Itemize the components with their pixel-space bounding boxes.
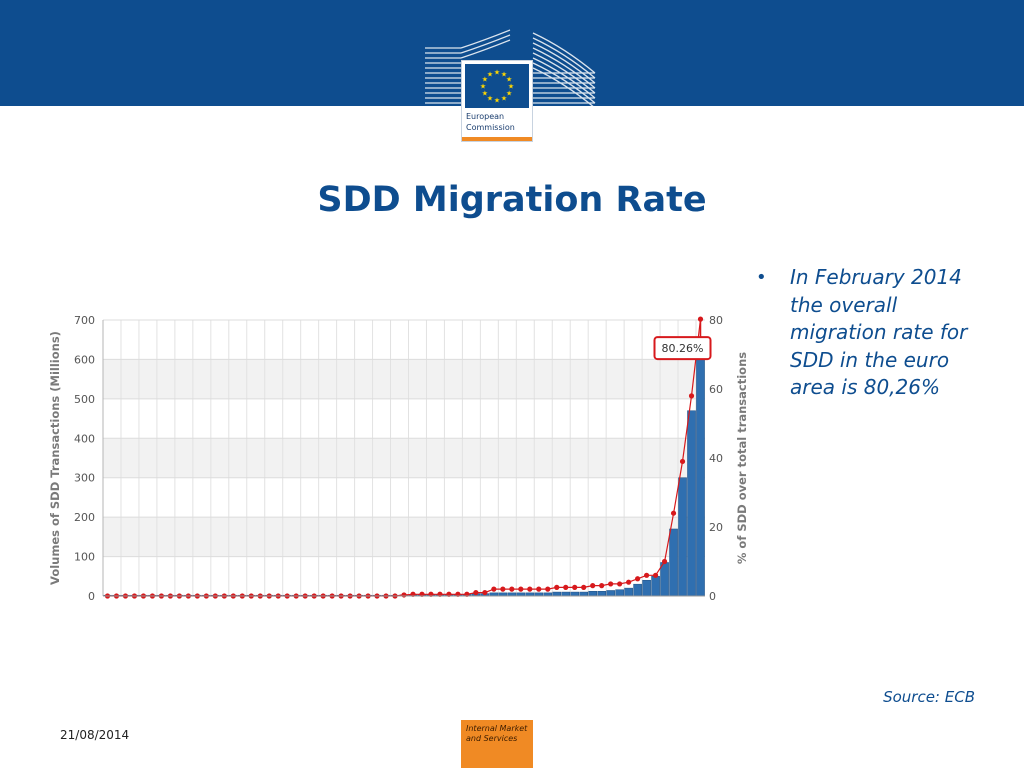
star-icon: ★ [501, 95, 507, 103]
data-bar [552, 591, 562, 597]
callout-box [653, 336, 712, 361]
grid-band [103, 320, 705, 360]
star-icon: ★ [482, 76, 488, 84]
migration-point [482, 589, 488, 596]
footer-dg-box: Internal Market and Services [461, 720, 533, 768]
y-left-tick-label: 500 [74, 393, 95, 406]
y-left-tick-label: 400 [74, 432, 95, 445]
footer-text-line1: Internal Market [466, 724, 528, 733]
migration-point [545, 586, 551, 592]
eu-flag-icon: ★ ★ ★ ★ ★ ★ ★ ★ ★ ★ ★ ★ [465, 64, 529, 108]
migration-point [572, 584, 578, 590]
star-icon: ★ [494, 97, 500, 105]
data-bar [642, 579, 651, 597]
migration-point [518, 586, 524, 592]
migration-point [643, 572, 650, 578]
y-left-tick-label: 0 [88, 590, 95, 603]
star-icon: ★ [482, 90, 488, 98]
logo-text-line1: European [466, 112, 505, 121]
grid-band [103, 398, 705, 439]
migration-point [599, 583, 605, 589]
european-commission-logo: ★ ★ ★ ★ ★ ★ ★ ★ ★ ★ ★ ★ European Commission [425, 28, 600, 142]
footer-text: Internal Market and Services [466, 724, 527, 744]
logo-card: ★ ★ ★ ★ ★ ★ ★ ★ ★ ★ ★ ★ European Commission [461, 60, 533, 142]
migration-point [652, 572, 659, 578]
bullet-dot-icon: • [756, 267, 767, 288]
star-icon: ★ [501, 70, 507, 78]
source-note: Source: ECB [883, 688, 975, 706]
migration-point [554, 584, 560, 590]
footer-text-line2: and Services [466, 734, 518, 743]
slide-date: 21/08/2014 [60, 728, 130, 742]
migration-point [670, 510, 677, 516]
y-left-tick-label: 300 [74, 472, 95, 485]
grid-band [103, 477, 705, 518]
data-bar [579, 591, 588, 597]
migration-point [491, 586, 497, 592]
logo-text: European Commission [466, 111, 515, 133]
data-bar [678, 477, 687, 597]
callout-label: 80.26% [662, 342, 704, 355]
grid-band [103, 517, 705, 557]
migration-point [679, 458, 686, 465]
migration-point [581, 584, 587, 590]
grid-band [103, 359, 705, 399]
data-bar [606, 590, 615, 597]
migration-point [401, 592, 407, 598]
bullet-text: In February 2014 the overall migration r… [790, 265, 968, 399]
y-right-axis-label: % of SDD over total transactions [735, 352, 749, 564]
migration-point [509, 586, 515, 592]
star-icon: ★ [506, 90, 512, 98]
data-bar [687, 410, 696, 597]
grid-band [103, 438, 705, 478]
migration-point [617, 581, 623, 587]
y-right-tick-label: 60 [709, 383, 723, 396]
star-icon: ★ [506, 76, 512, 84]
star-icon: ★ [508, 83, 514, 91]
migration-point [635, 576, 641, 582]
y-left-axis-label: Volumes of SDD Transactions (Millions) [48, 331, 62, 585]
migration-point [536, 586, 542, 592]
star-icon: ★ [480, 83, 486, 91]
migration-point [661, 558, 668, 565]
y-right-tick-label: 40 [709, 452, 723, 465]
logo-text-line2: Commission [466, 123, 515, 132]
migration-point [590, 583, 596, 589]
y-left-tick-label: 200 [74, 511, 95, 524]
data-bar [669, 528, 678, 597]
data-bar [696, 351, 705, 597]
migration-point [473, 589, 479, 596]
y-right-tick-label: 0 [709, 590, 716, 603]
logo-orange-strip [462, 137, 532, 141]
migration-point [608, 581, 614, 587]
data-bar [624, 587, 633, 597]
logo-building-lines [425, 29, 596, 108]
data-bar [660, 562, 669, 597]
star-icon: ★ [487, 70, 493, 78]
y-left-tick-label: 600 [74, 353, 95, 366]
y-left-tick-label: 700 [74, 314, 95, 327]
star-icon: ★ [487, 95, 493, 103]
data-bar [588, 591, 597, 597]
migration-point [626, 579, 632, 585]
migration-point [697, 316, 704, 322]
migration-point [563, 584, 569, 590]
data-bar [651, 576, 660, 597]
migration-point [500, 586, 506, 592]
star-icon: ★ [494, 69, 500, 77]
data-bar [570, 591, 580, 597]
y-right-tick-label: 80 [709, 314, 723, 327]
data-bar [633, 583, 642, 597]
sdd-migration-chart: 0 100 200 300 400 500 600 700 0 20 40 60 80 Volumes o… [48, 314, 749, 603]
bullet-point: • In February 2014 the overall migration… [756, 264, 976, 402]
y-left-tick-label: 100 [74, 551, 95, 564]
grid-band [103, 556, 705, 596]
migration-point [527, 586, 533, 592]
y-right-tick-label: 20 [709, 521, 723, 534]
data-bar [615, 589, 624, 597]
data-bar [597, 591, 606, 597]
migration-point [688, 393, 695, 399]
page-title: SDD Migration Rate [317, 180, 707, 220]
data-bar [561, 591, 571, 597]
